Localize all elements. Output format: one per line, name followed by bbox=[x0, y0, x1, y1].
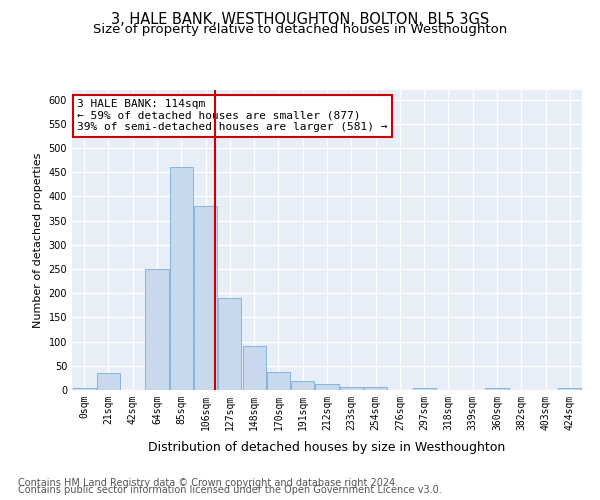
Text: Size of property relative to detached houses in Westhoughton: Size of property relative to detached ho… bbox=[93, 22, 507, 36]
Bar bbox=[194, 206, 217, 390]
Text: 3 HALE BANK: 114sqm
← 59% of detached houses are smaller (877)
39% of semi-detac: 3 HALE BANK: 114sqm ← 59% of detached ho… bbox=[77, 99, 388, 132]
Bar bbox=[559, 388, 581, 390]
Bar bbox=[340, 387, 363, 390]
Bar bbox=[291, 382, 314, 390]
Y-axis label: Number of detached properties: Number of detached properties bbox=[33, 152, 43, 328]
Bar bbox=[364, 387, 387, 390]
Bar bbox=[97, 373, 120, 390]
Bar bbox=[145, 269, 169, 390]
Text: 3, HALE BANK, WESTHOUGHTON, BOLTON, BL5 3GS: 3, HALE BANK, WESTHOUGHTON, BOLTON, BL5 … bbox=[111, 12, 489, 28]
Bar bbox=[413, 388, 436, 390]
Bar bbox=[316, 384, 338, 390]
Bar bbox=[218, 298, 241, 390]
Bar bbox=[267, 372, 290, 390]
Bar bbox=[170, 168, 193, 390]
Bar bbox=[242, 346, 266, 390]
Text: Contains public sector information licensed under the Open Government Licence v3: Contains public sector information licen… bbox=[18, 485, 442, 495]
Text: Contains HM Land Registry data © Crown copyright and database right 2024.: Contains HM Land Registry data © Crown c… bbox=[18, 478, 398, 488]
Bar bbox=[485, 388, 509, 390]
X-axis label: Distribution of detached houses by size in Westhoughton: Distribution of detached houses by size … bbox=[148, 441, 506, 454]
Bar bbox=[73, 388, 95, 390]
